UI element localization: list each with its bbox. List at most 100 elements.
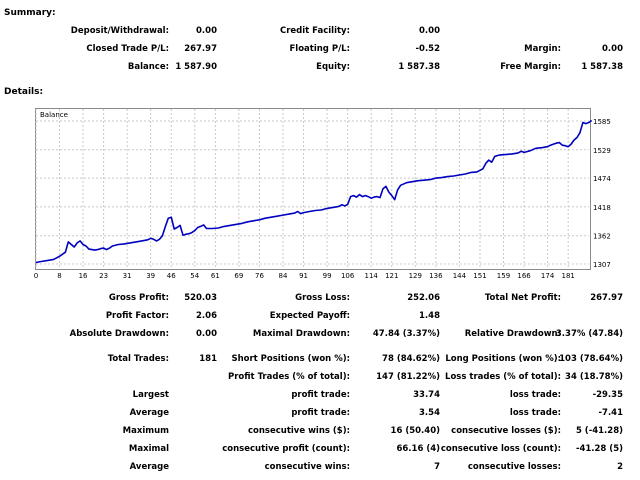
- x-tick-label: 166: [517, 272, 531, 280]
- free-margin-value: 1 587.38: [581, 62, 623, 72]
- max-consec-losses-value: 5 (-41.28): [575, 426, 623, 436]
- details-heading: Details:: [4, 87, 44, 97]
- closed-pl-label: Closed Trade P/L:: [86, 44, 169, 54]
- maximal-label: Maximal: [128, 444, 169, 454]
- short-positions-label: Short Positions (won %):: [231, 354, 350, 364]
- x-tick-label: 76: [255, 272, 264, 280]
- abs-drawdown-label: Absolute Drawdown:: [69, 329, 169, 339]
- avg-consec-wins-label: consecutive wins:: [264, 462, 350, 472]
- loss-trades-label: Loss trades (% of total):: [445, 372, 561, 382]
- maximal-profit-value: 66.16 (4): [396, 444, 440, 454]
- average-loss-label: loss trade:: [509, 408, 561, 418]
- max-consec-wins-label: consecutive wins ($):: [247, 426, 350, 436]
- deposit-value: 0.00: [196, 26, 217, 36]
- rel-drawdown-label: Relative Drawdown:: [464, 329, 561, 339]
- avg-consec-losses-value: 2: [617, 462, 623, 472]
- largest-loss-label: loss trade:: [509, 390, 561, 400]
- profit-factor-label: Profit Factor:: [105, 311, 169, 321]
- total-trades-value: 181: [199, 354, 217, 364]
- long-positions-label: Long Positions (won %):: [445, 354, 561, 364]
- long-positions-value: 103 (78.64%): [559, 354, 623, 364]
- average-label: Average: [129, 408, 169, 418]
- largest-label: Largest: [132, 390, 169, 400]
- x-tick-label: 121: [385, 272, 398, 280]
- rel-drawdown-value: 3.37% (47.84): [555, 329, 623, 339]
- x-tick-label: 0: [34, 272, 38, 280]
- x-tick-label: 54: [190, 272, 199, 280]
- profit-factor-value: 2.06: [196, 311, 217, 321]
- x-tick-label: 174: [541, 272, 555, 280]
- x-tick-label: 31: [123, 272, 132, 280]
- gross-loss-label: Gross Loss:: [295, 293, 350, 303]
- x-tick-label: 16: [79, 272, 88, 280]
- x-tick-label: 23: [99, 272, 108, 280]
- x-tick-label: 8: [57, 272, 61, 280]
- x-tick-label: 91: [299, 272, 308, 280]
- total-net-value: 267.97: [590, 293, 623, 303]
- balance-label: Balance:: [127, 62, 169, 72]
- x-tick-label: 84: [279, 272, 288, 280]
- balance-value: 1 587.90: [175, 62, 217, 72]
- x-tick-label: 61: [211, 272, 220, 280]
- x-tick-label: 99: [323, 272, 332, 280]
- y-tick-label: 1474: [593, 175, 611, 183]
- y-tick-label: 1585: [593, 118, 611, 126]
- x-tick-label: 144: [453, 272, 467, 280]
- closed-pl-value: 267.97: [184, 44, 217, 54]
- profit-trades-label: Profit Trades (% of total):: [227, 372, 350, 382]
- gross-loss-value: 252.06: [407, 293, 440, 303]
- total-net-label: Total Net Profit:: [484, 293, 561, 303]
- margin-value: 0.00: [602, 44, 623, 54]
- max-drawdown-label: Maximal Drawdown:: [252, 329, 350, 339]
- floating-label: Floating P/L:: [289, 44, 350, 54]
- loss-trades-value: 34 (18.78%): [565, 372, 623, 382]
- x-tick-label: 129: [409, 272, 422, 280]
- chart-legend: Balance: [40, 111, 68, 119]
- credit-value: 0.00: [419, 26, 440, 36]
- free-margin-label: Free Margin:: [500, 62, 561, 72]
- maximal-loss-label: consecutive loss (count):: [440, 444, 561, 454]
- maximum-label: Maximum: [122, 426, 169, 436]
- avg-consec-wins-value: 7: [434, 462, 440, 472]
- credit-label: Credit Facility:: [279, 26, 350, 36]
- profit-trades-value: 147 (81.22%): [376, 372, 440, 382]
- y-tick-label: 1307: [593, 261, 611, 269]
- x-tick-label: 159: [497, 272, 510, 280]
- y-tick-label: 1418: [593, 204, 611, 212]
- balance-line: [35, 119, 593, 264]
- x-tick-label: 69: [234, 272, 243, 280]
- max-consec-losses-label: consecutive losses ($):: [451, 426, 561, 436]
- x-tick-label: 46: [167, 272, 176, 280]
- x-tick-label: 114: [364, 272, 378, 280]
- avg-consec-losses-label: consecutive losses:: [467, 462, 561, 472]
- gross-profit-label: Gross Profit:: [108, 293, 169, 303]
- equity-value: 1 587.38: [398, 62, 440, 72]
- x-tick-label: 151: [473, 272, 486, 280]
- largest-loss-value: -29.35: [592, 390, 623, 400]
- average-loss-value: -7.41: [598, 408, 624, 418]
- total-trades-label: Total Trades:: [107, 354, 169, 364]
- x-tick-label: 106: [341, 272, 355, 280]
- max-consec-wins-value: 16 (50.40): [390, 426, 440, 436]
- average-profit-value: 3.54: [419, 408, 440, 418]
- y-tick-label: 1529: [593, 147, 611, 155]
- average-profit-label: profit trade:: [291, 408, 350, 418]
- expected-payoff-label: Expected Payoff:: [269, 311, 350, 321]
- floating-value: -0.52: [415, 44, 441, 54]
- largest-profit-value: 33.74: [413, 390, 440, 400]
- max-drawdown-value: 47.84 (3.37%): [372, 329, 440, 339]
- short-positions-value: 78 (84.62%): [382, 354, 440, 364]
- x-tick-label: 39: [146, 272, 155, 280]
- largest-profit-label: profit trade:: [291, 390, 350, 400]
- maximal-loss-value: -41.28 (5): [575, 444, 623, 454]
- x-tick-label: 181: [561, 272, 574, 280]
- gross-profit-value: 520.03: [184, 293, 217, 303]
- equity-label: Equity:: [316, 62, 350, 72]
- expected-payoff-value: 1.48: [419, 311, 440, 321]
- y-tick-label: 1362: [593, 233, 611, 241]
- average2-label: Average: [129, 462, 169, 472]
- margin-label: Margin:: [524, 44, 561, 54]
- maximal-profit-label: consecutive profit (count):: [222, 444, 350, 454]
- summary-heading: Summary:: [4, 8, 56, 18]
- abs-drawdown-value: 0.00: [196, 329, 217, 339]
